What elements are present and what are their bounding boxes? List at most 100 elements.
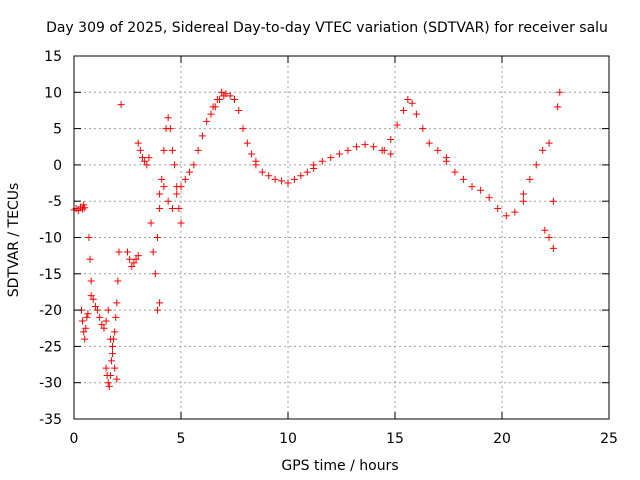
data-point xyxy=(468,183,476,191)
series-descent-1 xyxy=(77,234,95,343)
y-tick-label: 5 xyxy=(53,122,62,138)
data-point xyxy=(81,204,89,212)
data-point xyxy=(297,172,305,180)
data-point xyxy=(84,310,92,318)
data-point xyxy=(494,204,502,212)
data-point xyxy=(107,357,115,365)
x-tick-label: 15 xyxy=(386,431,404,447)
data-point xyxy=(485,194,493,202)
data-point xyxy=(554,103,562,111)
data-point xyxy=(181,175,189,183)
series-decline-2 xyxy=(442,157,527,220)
data-point xyxy=(100,324,108,332)
y-tick-label: 10 xyxy=(44,85,62,101)
data-point xyxy=(102,364,110,372)
data-point xyxy=(143,161,151,169)
data-point xyxy=(526,175,534,183)
data-point xyxy=(113,299,121,307)
data-point xyxy=(218,88,226,96)
data-point xyxy=(231,96,238,104)
data-point xyxy=(145,154,153,162)
data-point xyxy=(153,234,161,241)
data-point xyxy=(419,125,427,133)
data-point xyxy=(271,175,279,183)
data-point xyxy=(404,96,412,104)
data-point xyxy=(175,204,183,212)
data-point xyxy=(141,157,149,165)
series-outlier-spike xyxy=(117,101,125,109)
x-tick-label: 0 xyxy=(70,431,79,447)
data-point xyxy=(83,313,91,321)
data-point xyxy=(96,313,104,321)
data-point xyxy=(190,161,198,169)
series-steep-climb xyxy=(153,114,185,241)
data-point xyxy=(532,161,540,169)
data-point xyxy=(153,306,161,314)
data-point xyxy=(149,248,157,256)
data-point xyxy=(549,197,557,205)
data-point xyxy=(105,382,113,390)
y-tick-label: -15 xyxy=(39,267,62,283)
data-points xyxy=(70,88,564,390)
data-point xyxy=(136,146,144,154)
data-point xyxy=(545,139,553,147)
data-point xyxy=(387,135,395,143)
data-point xyxy=(303,168,311,176)
data-point xyxy=(400,106,408,114)
data-point xyxy=(86,255,94,263)
data-point xyxy=(318,157,326,165)
data-point xyxy=(111,364,119,372)
data-point xyxy=(74,207,82,215)
data-point xyxy=(124,248,131,256)
series-plateau xyxy=(310,141,395,169)
data-point xyxy=(138,154,146,162)
y-tick-label: -5 xyxy=(48,194,62,210)
data-point xyxy=(117,101,125,109)
x-tick-label: 10 xyxy=(279,431,297,447)
data-point xyxy=(442,157,450,165)
data-point xyxy=(519,197,527,205)
data-point xyxy=(222,90,230,98)
series-rise-1 xyxy=(124,248,142,271)
data-point xyxy=(171,161,179,169)
data-point xyxy=(459,175,467,183)
data-point xyxy=(252,161,260,169)
series-early-cluster xyxy=(70,201,89,215)
data-point xyxy=(106,371,114,379)
data-point xyxy=(186,168,194,176)
data-point xyxy=(393,121,401,129)
y-tick-label: 15 xyxy=(44,49,62,65)
data-point xyxy=(549,244,557,252)
data-point xyxy=(132,255,140,263)
data-point xyxy=(235,106,243,114)
data-point xyxy=(91,302,99,310)
x-axis-label: GPS time / hours xyxy=(281,458,398,474)
data-point xyxy=(147,219,155,227)
data-point xyxy=(81,335,89,343)
data-point xyxy=(82,324,90,332)
data-point xyxy=(477,186,485,194)
data-point xyxy=(156,204,164,212)
data-point xyxy=(203,117,211,125)
data-point xyxy=(80,201,88,209)
data-point xyxy=(198,132,206,140)
y-tick-label: -30 xyxy=(39,376,62,392)
data-point xyxy=(113,375,121,383)
x-tick-label: 5 xyxy=(177,431,186,447)
data-point xyxy=(434,146,442,154)
series-late-low xyxy=(541,226,557,252)
data-point xyxy=(109,350,117,358)
data-point xyxy=(278,177,286,185)
data-point xyxy=(310,161,318,169)
x-tick-label: 25 xyxy=(600,431,618,447)
data-point xyxy=(164,114,172,122)
data-point xyxy=(511,208,519,216)
data-point xyxy=(451,168,459,176)
x-tick-label: 20 xyxy=(493,431,511,447)
y-tick-label: -25 xyxy=(39,339,62,355)
data-point xyxy=(545,234,553,241)
grid-lines xyxy=(74,56,609,419)
data-point xyxy=(110,335,118,343)
data-point xyxy=(114,277,122,285)
